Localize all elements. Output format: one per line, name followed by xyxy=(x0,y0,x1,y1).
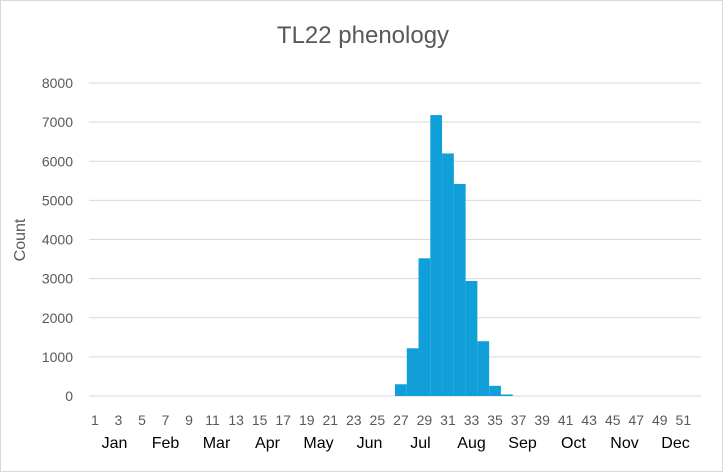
x-tick-label: 5 xyxy=(138,412,146,428)
bar-week-35 xyxy=(489,385,501,396)
x-tick-label: 19 xyxy=(299,412,315,428)
month-label: Oct xyxy=(561,435,586,452)
bars xyxy=(395,115,513,397)
month-label: Sep xyxy=(508,435,537,452)
month-label: Dec xyxy=(661,435,689,452)
x-tick-label: 43 xyxy=(581,412,597,428)
x-tick-label: 37 xyxy=(511,412,527,428)
bar-week-31 xyxy=(442,153,454,396)
x-tick-label: 49 xyxy=(652,412,668,428)
month-label: Jun xyxy=(357,435,383,452)
x-tick-label: 29 xyxy=(417,412,433,428)
chart-title: TL22 phenology xyxy=(277,22,449,49)
x-tick-label: 3 xyxy=(115,412,123,428)
y-tick-label: 6000 xyxy=(42,153,73,169)
x-tick-label: 15 xyxy=(252,412,268,428)
x-tick-label: 21 xyxy=(322,412,338,428)
x-tick-label: 11 xyxy=(205,412,220,428)
x-tick-label: 31 xyxy=(440,412,456,428)
y-tick-label: 5000 xyxy=(42,192,73,208)
x-tick-label: 25 xyxy=(370,412,386,428)
month-label: Nov xyxy=(610,435,638,452)
bar-week-33 xyxy=(465,280,478,396)
y-tick-label: 0 xyxy=(65,388,73,404)
y-tick-label: 3000 xyxy=(42,271,73,287)
x-tick-label: 1 xyxy=(91,412,99,428)
x-tick-label: 41 xyxy=(558,412,574,428)
bar-week-36 xyxy=(500,394,513,396)
x-tick-label: 23 xyxy=(346,412,362,428)
y-tick-label: 8000 xyxy=(42,75,73,91)
x-tick-label: 39 xyxy=(534,412,550,428)
x-tick-label: 47 xyxy=(628,412,644,428)
month-label: Feb xyxy=(152,435,180,452)
x-tick-label: 51 xyxy=(676,412,692,428)
bar-week-28 xyxy=(406,348,419,396)
x-tick-label: 13 xyxy=(228,412,244,428)
month-label: Mar xyxy=(203,435,231,452)
bar-week-32 xyxy=(453,183,466,396)
bar-week-34 xyxy=(477,341,490,396)
x-tick-label: 45 xyxy=(605,412,621,428)
bar-week-29 xyxy=(418,258,431,396)
bar-week-30 xyxy=(430,115,443,397)
x-tick-label: 33 xyxy=(464,412,480,428)
x-tick-label: 7 xyxy=(162,412,170,428)
x-tick-label: 35 xyxy=(487,412,503,428)
bar-week-27 xyxy=(395,384,407,396)
y-tick-label: 2000 xyxy=(42,310,73,326)
y-axis-label: Count xyxy=(12,218,29,261)
month-labels: Jan Feb Mar Apr May Jun Jul Aug Sep Oct Nov Dec xyxy=(102,435,690,452)
x-tick-label: 9 xyxy=(185,412,193,428)
month-label: Aug xyxy=(457,435,485,452)
x-tick-labels: 1 3 5 7 9 11 13 15 17 19 21 23 25 27 29 31 33 35 37 39 41 43 4… xyxy=(91,412,691,428)
y-tick-label: 4000 xyxy=(42,232,73,248)
y-tick-label: 7000 xyxy=(42,114,73,130)
y-tick-label: 1000 xyxy=(42,349,73,365)
gridlines xyxy=(89,82,701,397)
x-tick-label: 17 xyxy=(275,412,291,428)
x-tick-label: 27 xyxy=(393,412,409,428)
y-tick-labels: 0 1000 2000 3000 4000 5000 6000 7000 8000 xyxy=(42,75,73,404)
month-label: Apr xyxy=(255,435,281,452)
month-label: Jul xyxy=(410,435,430,452)
month-label: May xyxy=(303,435,333,452)
month-label: Jan xyxy=(102,435,128,452)
